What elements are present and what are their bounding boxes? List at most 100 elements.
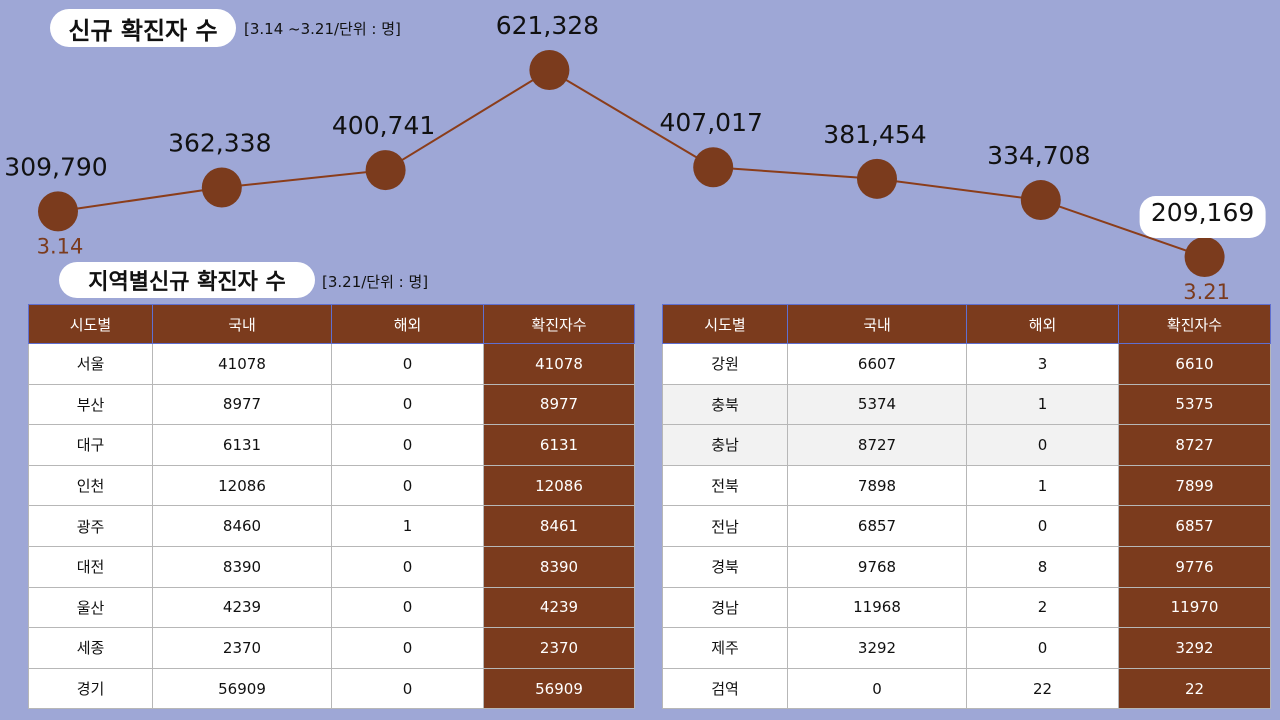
total-cell: 6610 <box>1118 343 1271 385</box>
total-cell: 5375 <box>1118 383 1271 426</box>
value-cell: 0 <box>787 667 967 710</box>
data-point-3.18 <box>693 147 734 188</box>
value-cell: 8727 <box>787 424 967 466</box>
value-cell: 0 <box>966 424 1119 466</box>
value-cell: 2 <box>966 586 1119 629</box>
x-tick-label: 3.14 <box>37 234 84 258</box>
region-cell: 광주 <box>28 505 153 547</box>
value-cell: 5374 <box>787 383 967 426</box>
value-cell: 6857 <box>787 505 967 547</box>
region-cell: 인천 <box>28 464 153 507</box>
value-cell: 8 <box>966 545 1119 588</box>
data-point-3.21 <box>1184 237 1225 277</box>
data-point-3.14 <box>38 191 78 232</box>
region-cell: 충남 <box>662 424 788 466</box>
data-point-3.16 <box>365 150 406 191</box>
value-cell: 3 <box>966 343 1119 385</box>
value-cell: 0 <box>331 424 484 466</box>
value-cell: 1 <box>966 383 1119 426</box>
value-cell: 0 <box>331 545 484 588</box>
table-row: 인천 12086 0 12086 <box>28 464 635 507</box>
value-cell: 11968 <box>787 586 967 629</box>
region-cell: 경북 <box>662 545 788 588</box>
line-chart: 309,790 362,338 400,741 621,328 407,017 381,4… <box>4 11 1266 300</box>
column-header: 확진자수 <box>483 304 635 344</box>
value-cell: 0 <box>331 586 484 629</box>
region-cell: 전북 <box>662 464 788 507</box>
total-cell: 8390 <box>483 545 635 588</box>
value-cell: 0 <box>331 667 484 710</box>
value-cell: 0 <box>966 627 1119 669</box>
column-header: 시도별 <box>662 304 788 344</box>
region-cell: 검역 <box>662 667 788 710</box>
table-row: 전남 6857 0 6857 <box>662 505 1271 547</box>
total-cell: 8977 <box>483 383 635 426</box>
region-cell: 울산 <box>28 586 153 629</box>
data-point-3.20 <box>1020 180 1061 221</box>
column-header: 시도별 <box>28 304 153 344</box>
table-row: 전북 7898 1 7899 <box>662 464 1271 507</box>
value-cell: 1 <box>966 464 1119 507</box>
total-cell: 11970 <box>1118 586 1271 629</box>
value-cell: 8460 <box>152 505 332 547</box>
region-title-pill: 지역별신규 확진자 수 <box>59 262 315 298</box>
total-cell: 22 <box>1118 667 1271 710</box>
total-cell: 8461 <box>483 505 635 547</box>
total-cell: 12086 <box>483 464 635 507</box>
table-row: 충북 5374 1 5375 <box>662 383 1271 426</box>
data-label: 381,454 <box>823 120 926 149</box>
column-header: 해외 <box>966 304 1119 344</box>
data-point-3.17 <box>529 50 570 90</box>
region-cell: 대전 <box>28 545 153 588</box>
data-point-3.15 <box>201 167 242 208</box>
highlight-label-box <box>1139 196 1266 238</box>
value-cell: 41078 <box>152 343 332 385</box>
total-cell: 56909 <box>483 667 635 710</box>
total-cell: 8727 <box>1118 424 1271 466</box>
table-row: 검역 0 22 22 <box>662 667 1271 710</box>
value-cell: 8390 <box>152 545 332 588</box>
value-cell: 0 <box>331 383 484 426</box>
region-cell: 부산 <box>28 383 153 426</box>
value-cell: 6607 <box>787 343 967 385</box>
data-label: 309,790 <box>4 152 107 181</box>
table-row: 부산 8977 0 8977 <box>28 383 635 426</box>
value-cell: 6131 <box>152 424 332 466</box>
region-cell: 전남 <box>662 505 788 547</box>
chart-subtitle: [3.14 ~3.21/단위 : 명] <box>244 20 401 38</box>
region-cell: 제주 <box>662 627 788 669</box>
region-cell: 서울 <box>28 343 153 385</box>
value-cell: 7898 <box>787 464 967 507</box>
region-cell: 강원 <box>662 343 788 385</box>
chart-title: 신규 확진자 수 <box>68 16 218 45</box>
x-tick-label: 3.21 <box>1183 280 1230 300</box>
region-cell: 충북 <box>662 383 788 426</box>
value-cell: 2370 <box>152 627 332 669</box>
data-label: 362,338 <box>168 129 271 158</box>
table-row: 울산 4239 0 4239 <box>28 586 635 629</box>
table-header-row: 시도별 국내 해외 확진자수 <box>662 304 1271 344</box>
total-cell: 9776 <box>1118 545 1271 588</box>
region-cell: 세종 <box>28 627 153 669</box>
total-cell: 7899 <box>1118 464 1271 507</box>
value-cell: 3292 <box>787 627 967 669</box>
table-row: 대전 8390 0 8390 <box>28 545 635 588</box>
table-row: 광주 8460 1 8461 <box>28 505 635 547</box>
column-header: 확진자수 <box>1118 304 1271 344</box>
value-cell: 4239 <box>152 586 332 629</box>
table-header-row: 시도별 국내 해외 확진자수 <box>28 304 635 344</box>
value-cell: 9768 <box>787 545 967 588</box>
table-row: 강원 6607 3 6610 <box>662 343 1271 385</box>
total-cell: 6857 <box>1118 505 1271 547</box>
chart-title-pill: 신규 확진자 수 <box>50 9 236 47</box>
table-row: 경기 56909 0 56909 <box>28 667 635 710</box>
total-cell: 2370 <box>483 627 635 669</box>
region-cell: 경기 <box>28 667 153 710</box>
table-row: 경북 9768 8 9776 <box>662 545 1271 588</box>
table-row: 제주 3292 0 3292 <box>662 627 1271 669</box>
table-row: 서울 41078 0 41078 <box>28 343 635 385</box>
region-table-left: 시도별 국내 해외 확진자수 서울 41078 0 41078 부산 8977 0 8977 대구 61… <box>28 304 635 710</box>
value-cell: 0 <box>966 505 1119 547</box>
table-row: 대구 6131 0 6131 <box>28 424 635 466</box>
data-label: 209,169 <box>1151 198 1254 227</box>
